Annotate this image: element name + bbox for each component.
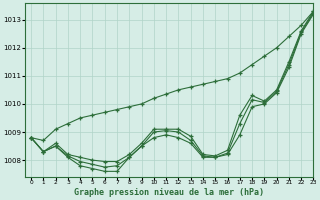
X-axis label: Graphe pression niveau de la mer (hPa): Graphe pression niveau de la mer (hPa) <box>74 188 264 197</box>
